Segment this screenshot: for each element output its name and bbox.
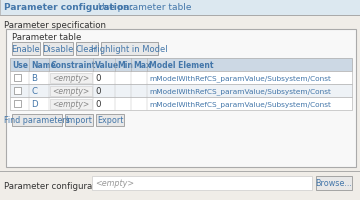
Bar <box>43 43 73 56</box>
Text: Clear: Clear <box>76 45 98 54</box>
Text: B: B <box>31 74 37 83</box>
Text: Parameter configuration:: Parameter configuration: <box>4 3 133 12</box>
Text: Min: Min <box>117 61 133 70</box>
Bar <box>101 43 158 56</box>
Bar <box>92 176 312 190</box>
Bar <box>6 30 356 167</box>
Bar <box>76 43 98 56</box>
Bar <box>0 171 360 200</box>
Text: Max: Max <box>133 61 151 70</box>
Text: Use parameter table: Use parameter table <box>98 3 192 12</box>
Bar <box>96 114 124 126</box>
Text: mModelWithRefCS_paramValue/Subsystem/Const: mModelWithRefCS_paramValue/Subsystem/Con… <box>149 101 331 107</box>
Text: Import: Import <box>66 116 93 125</box>
Text: Disable: Disable <box>42 45 74 54</box>
Bar <box>316 176 352 190</box>
Text: Parameter specification: Parameter specification <box>4 21 106 30</box>
Text: <empty>: <empty> <box>95 179 134 188</box>
Text: Model Element: Model Element <box>149 61 213 70</box>
Text: C: C <box>31 87 37 96</box>
Text: Export: Export <box>97 116 123 125</box>
Bar <box>14 100 21 107</box>
Text: mModelWithRefCS_paramValue/Subsystem/Const: mModelWithRefCS_paramValue/Subsystem/Con… <box>149 88 331 94</box>
Text: Use: Use <box>12 61 28 70</box>
Text: mModelWithRefCS_paramValue/Subsystem/Const: mModelWithRefCS_paramValue/Subsystem/Con… <box>149 75 331 81</box>
Text: <empty>: <empty> <box>52 100 90 108</box>
Text: Name: Name <box>31 61 56 70</box>
Text: Highlight in Model: Highlight in Model <box>91 45 168 54</box>
Text: 0: 0 <box>95 87 100 96</box>
Bar <box>12 114 62 126</box>
Text: Value: Value <box>95 61 119 70</box>
Bar <box>50 99 92 109</box>
Bar <box>0 0 360 16</box>
Bar <box>65 114 93 126</box>
Text: Browse...: Browse... <box>316 179 352 188</box>
Bar <box>50 73 92 83</box>
Text: <empty>: <empty> <box>52 74 90 83</box>
Text: Constraint: Constraint <box>51 61 96 70</box>
Bar <box>10 85 352 98</box>
Text: Parameter table: Parameter table <box>12 32 81 41</box>
Text: Find parameters: Find parameters <box>4 116 70 125</box>
Text: D: D <box>31 100 38 108</box>
Bar <box>14 75 21 82</box>
Bar <box>10 72 352 85</box>
Text: 0: 0 <box>95 100 100 108</box>
Bar <box>50 86 92 96</box>
Text: Parameter configuration file:: Parameter configuration file: <box>4 181 128 190</box>
Bar <box>10 59 352 72</box>
Text: <empty>: <empty> <box>52 87 90 96</box>
Bar <box>12 43 40 56</box>
Text: Enable: Enable <box>12 45 40 54</box>
Text: 0: 0 <box>95 74 100 83</box>
Bar <box>10 98 352 110</box>
Bar <box>14 88 21 95</box>
